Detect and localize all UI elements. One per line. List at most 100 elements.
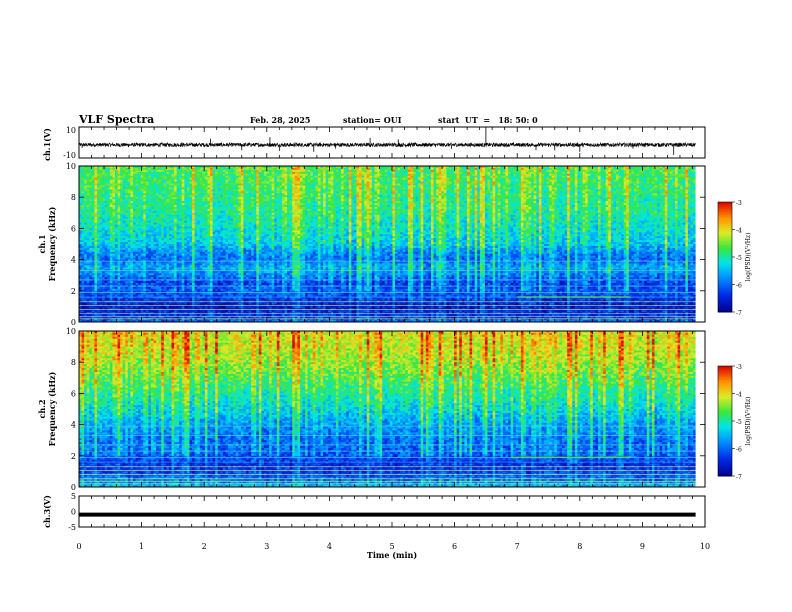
spectrogram-cell: [636, 175, 640, 179]
spectrogram-cell: [610, 166, 614, 169]
spectrogram-cell: [194, 175, 198, 179]
spectrogram-cell: [466, 167, 470, 171]
spectrogram-cell: [109, 185, 113, 188]
spectrogram-cell: [199, 169, 203, 173]
spectrogram-cell: [613, 177, 617, 181]
spectrogram-cell: [551, 171, 555, 175]
spectrogram-cell: [464, 171, 468, 175]
spectrogram-cell: [122, 167, 126, 171]
spectrogram-cell: [371, 167, 375, 171]
spectrogram-cell: [89, 179, 93, 182]
spectrogram-cell: [202, 175, 206, 179]
spectrogram-cell: [631, 177, 635, 181]
spectrogram-cell: [194, 169, 198, 173]
spectrogram-cell: [523, 183, 527, 186]
spectrogram-cell: [513, 181, 517, 184]
spectrogram-cell: [474, 183, 478, 186]
spectrogram-cell: [623, 171, 627, 175]
spectrogram-cell: [328, 179, 332, 182]
spectrogram-cell: [459, 166, 463, 169]
spectrogram-cell: [528, 179, 532, 182]
ch1-waveform-ylabel: ch.1(V): [42, 128, 52, 161]
spectrogram-cell: [425, 177, 429, 181]
spectrogram-cell: [333, 166, 337, 169]
spectrogram-cell: [117, 167, 121, 171]
spectrogram-cell: [145, 171, 149, 175]
spectrogram-cell: [192, 181, 196, 184]
spectrogram-cell: [474, 166, 478, 169]
spectrogram-cell: [194, 171, 198, 175]
spectrogram-cell: [266, 173, 270, 177]
spectrogram-cell: [687, 169, 691, 173]
spectrogram-cell: [186, 173, 190, 177]
spectrogram-cell: [302, 181, 306, 184]
spectrogram-cell: [659, 171, 663, 175]
spectrogram-cell: [430, 183, 434, 186]
spectrogram-cell: [492, 183, 496, 186]
spectrogram-cell: [179, 166, 183, 169]
spectrogram-cell: [364, 175, 368, 179]
spectrogram-cell: [430, 173, 434, 177]
spectrogram-cell: [546, 183, 550, 186]
spectrogram-cell: [497, 169, 501, 173]
spectrogram-cell: [626, 171, 630, 175]
spectrogram-cell: [323, 173, 327, 177]
spectrogram-cell: [274, 171, 278, 175]
spectrogram-cell: [320, 183, 324, 186]
spectrogram-cell: [531, 179, 535, 182]
spectrogram-cell: [610, 183, 614, 186]
spectrogram-cell: [189, 169, 193, 173]
spectrogram-cell: [114, 179, 118, 182]
spectrogram-cell: [461, 181, 465, 184]
spectrogram-cell: [132, 173, 136, 177]
spectrogram-cell: [263, 183, 267, 186]
spectrogram-cell: [554, 171, 558, 175]
spectrogram-cell: [225, 177, 229, 181]
spectrogram-cell: [246, 181, 249, 184]
spectrogram-cell: [233, 171, 237, 175]
spectrogram-cell: [292, 167, 296, 171]
spectrogram-cell: [610, 181, 614, 184]
spectrogram-cell: [490, 177, 494, 181]
spectrogram-cell: [156, 175, 160, 179]
spectrogram-cell: [554, 169, 558, 173]
spectrogram-cell: [649, 181, 653, 184]
spectrogram-cell: [281, 166, 285, 169]
spectrogram-cell: [554, 175, 558, 179]
spectrogram-cell: [186, 179, 190, 182]
spectrogram-cell: [225, 166, 229, 169]
spectrogram-cell: [317, 175, 321, 179]
spectrogram-cell: [305, 171, 309, 175]
spectrogram-cell: [274, 183, 278, 186]
spectrogram-cell: [633, 166, 637, 169]
spectrogram-cell: [441, 183, 445, 186]
spectrogram-cell: [680, 167, 684, 171]
spectrogram-cell: [266, 179, 270, 182]
spectrogram-cell: [675, 166, 679, 169]
spectrogram-cell: [505, 179, 509, 182]
spectrogram-cell: [605, 169, 609, 173]
spectrogram-cell: [240, 175, 244, 179]
spectrogram-cell: [523, 177, 527, 181]
spectrogram-cell: [174, 171, 178, 175]
spectrogram-cell: [377, 167, 380, 171]
spectrogram-cell: [395, 179, 398, 182]
spectrogram-cell: [377, 181, 380, 184]
spectrogram-cell: [492, 171, 496, 175]
spectrogram-cell: [618, 173, 622, 177]
spectrogram-cell: [644, 183, 648, 186]
spectrogram-cell: [615, 177, 619, 181]
spectrogram-cell: [330, 183, 334, 186]
spectrogram-cell: [428, 181, 432, 184]
spectrogram-cell: [281, 167, 285, 171]
spectrogram-cell: [215, 177, 219, 181]
spectrogram-cell: [86, 179, 90, 182]
spectrogram-cell: [484, 183, 488, 186]
spectrogram-cell: [490, 173, 494, 177]
spectrogram-cell: [163, 173, 167, 177]
spectrogram-cell: [125, 183, 129, 186]
spectrogram-cell: [500, 171, 504, 175]
spectrogram-cell: [335, 167, 339, 171]
spectrogram-cell: [263, 166, 267, 169]
spectrogram-cell: [125, 173, 129, 177]
